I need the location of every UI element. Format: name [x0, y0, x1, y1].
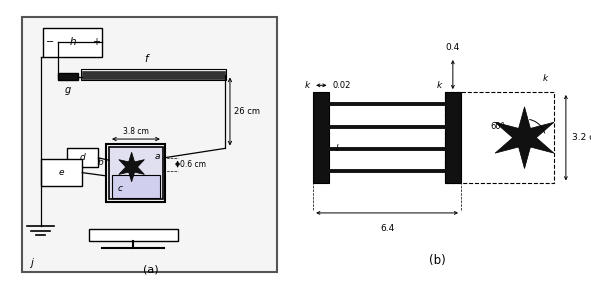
Text: f: f: [144, 54, 148, 64]
Bar: [106, 145, 165, 202]
Text: a: a: [155, 152, 160, 161]
Text: k: k: [305, 81, 310, 90]
Text: +: +: [92, 37, 100, 47]
Text: −: −: [46, 37, 54, 47]
Text: h: h: [70, 37, 76, 47]
Text: d: d: [80, 153, 86, 162]
Bar: [313, 92, 330, 183]
Text: 6.4: 6.4: [380, 224, 394, 233]
Bar: [89, 229, 177, 241]
Text: g: g: [65, 85, 72, 95]
Text: e: e: [59, 168, 64, 177]
Text: j: j: [30, 258, 33, 268]
Bar: [67, 148, 98, 167]
Text: 0.6 cm: 0.6 cm: [180, 160, 206, 169]
Bar: [81, 69, 226, 80]
Text: b: b: [98, 158, 103, 167]
Bar: [444, 92, 461, 183]
Text: k: k: [543, 74, 548, 83]
Text: c: c: [117, 184, 122, 193]
Text: k: k: [437, 81, 442, 90]
Bar: [82, 71, 225, 79]
Text: 0.02: 0.02: [332, 81, 351, 90]
Text: (a): (a): [143, 265, 158, 275]
Text: l: l: [336, 144, 338, 153]
Text: (b): (b): [429, 254, 446, 267]
Bar: [58, 73, 78, 80]
Text: 3.2 cm: 3.2 cm: [572, 133, 591, 142]
Text: 0.4: 0.4: [446, 43, 460, 52]
Bar: [444, 92, 554, 183]
Bar: [112, 175, 160, 198]
Text: 60°: 60°: [491, 122, 505, 131]
Polygon shape: [495, 107, 554, 168]
Bar: [109, 147, 163, 199]
Bar: [43, 27, 102, 57]
Bar: [41, 159, 82, 186]
Text: 3.8 cm: 3.8 cm: [123, 127, 149, 136]
Text: 26 cm: 26 cm: [234, 107, 260, 116]
Polygon shape: [119, 152, 144, 182]
